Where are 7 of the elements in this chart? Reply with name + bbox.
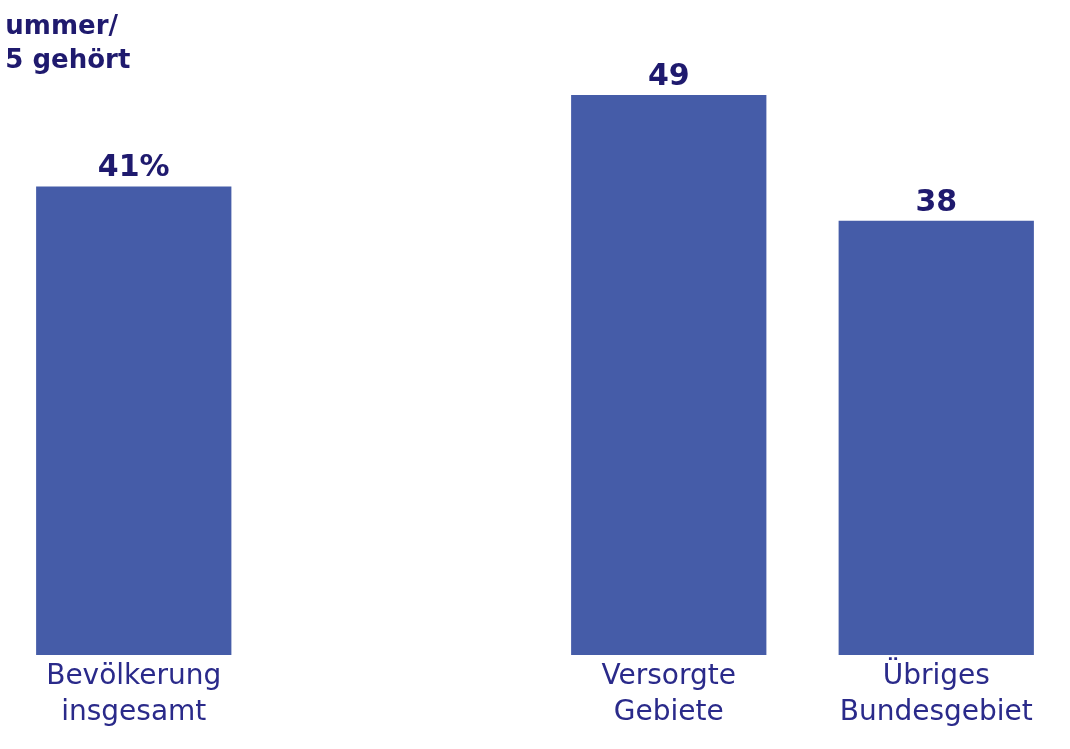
chart-title: ummer/ 5 gehört: [5, 9, 131, 74]
x-tick-label: Übriges Bundesgebiet: [839, 657, 1033, 728]
x-tick-label: Bevölkerung insgesamt: [46, 658, 222, 728]
data-label: 49: [647, 57, 690, 92]
data-label: 38: [915, 182, 958, 218]
x-tick-label: Versorgte Gebiete: [601, 658, 736, 728]
data-label: 41%: [97, 148, 170, 184]
